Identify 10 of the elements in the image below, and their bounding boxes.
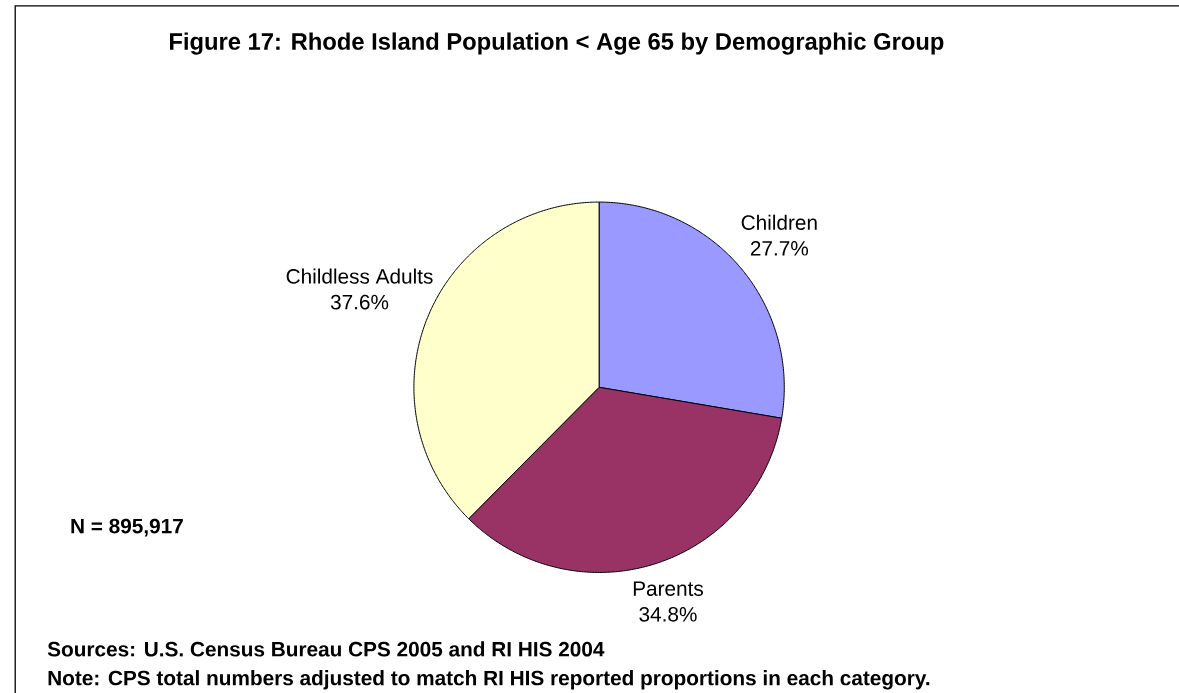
source-note: Sources: U.S. Census Bureau CPS 2005 and RI HIS 2004 — [47, 641, 605, 657]
chart-title: Figure 17: Rhode Island Population < Age 65 by Demographic Group — [170, 32, 944, 55]
data-label: 27.7% — [750, 240, 809, 256]
slice-label: Parents — [633, 581, 704, 596]
data-label: 37.6% — [330, 294, 389, 310]
text: N = 895,917 — [71, 518, 183, 537]
data-label: 34.8% — [639, 606, 697, 622]
text: Note: CPS total numbers adjusted to match RI HIS reported proportions in each category. — [48, 670, 930, 690]
slice-label: Childless Adults — [286, 268, 433, 284]
slice-label: Children — [741, 214, 817, 230]
